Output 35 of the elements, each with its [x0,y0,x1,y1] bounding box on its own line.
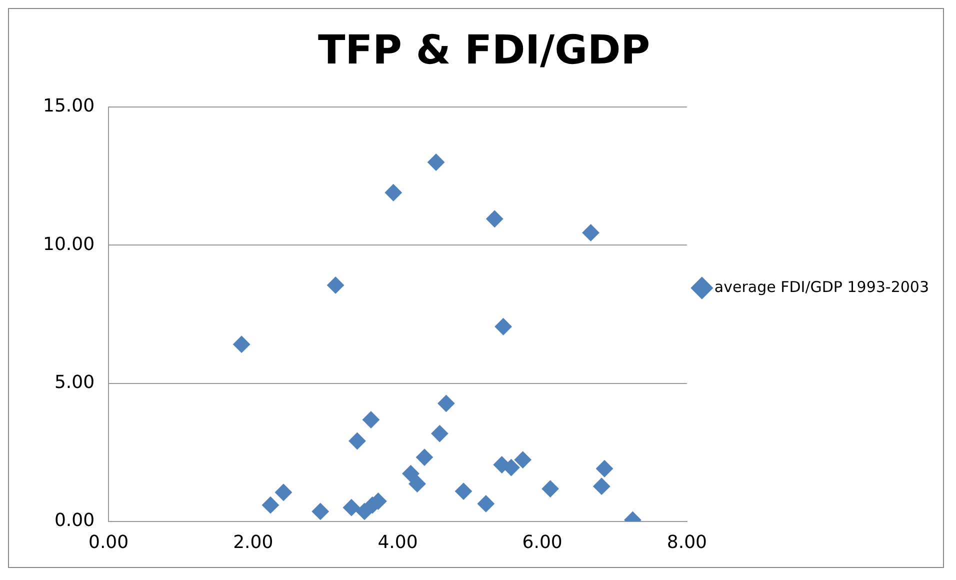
point [312,502,329,520]
point [438,394,455,412]
legend-label: average FDI/GDP 1993-2003 [714,278,929,296]
point [486,210,504,228]
point [416,448,433,466]
point [384,184,402,202]
point [455,482,472,500]
y-tick-label: 15.00 [43,96,95,117]
x-tick-label: 6.00 [522,532,562,553]
point [342,499,360,516]
x-tick-label: 4.00 [378,532,418,553]
point [362,411,380,428]
point [327,276,344,294]
point [582,224,600,242]
point [262,496,279,514]
x-tick-label: 2.00 [233,532,274,553]
point [593,478,610,495]
y-tick-label: 10.00 [43,234,95,255]
y-tick-label: 0.00 [54,510,95,532]
point [408,475,426,492]
point [274,484,292,501]
point [402,465,420,482]
point [233,336,250,353]
point [514,451,532,468]
point [477,495,494,512]
point [494,318,512,336]
x-tick-label: 8.00 [666,532,707,553]
point [348,432,366,450]
point [542,480,559,498]
point [596,460,613,478]
point [431,425,448,442]
point [428,154,445,171]
y-tick-label: 5.00 [54,372,95,393]
chart-title: TFP & FDI/GDP [318,27,650,74]
x-tick-label: 0.00 [88,532,129,553]
